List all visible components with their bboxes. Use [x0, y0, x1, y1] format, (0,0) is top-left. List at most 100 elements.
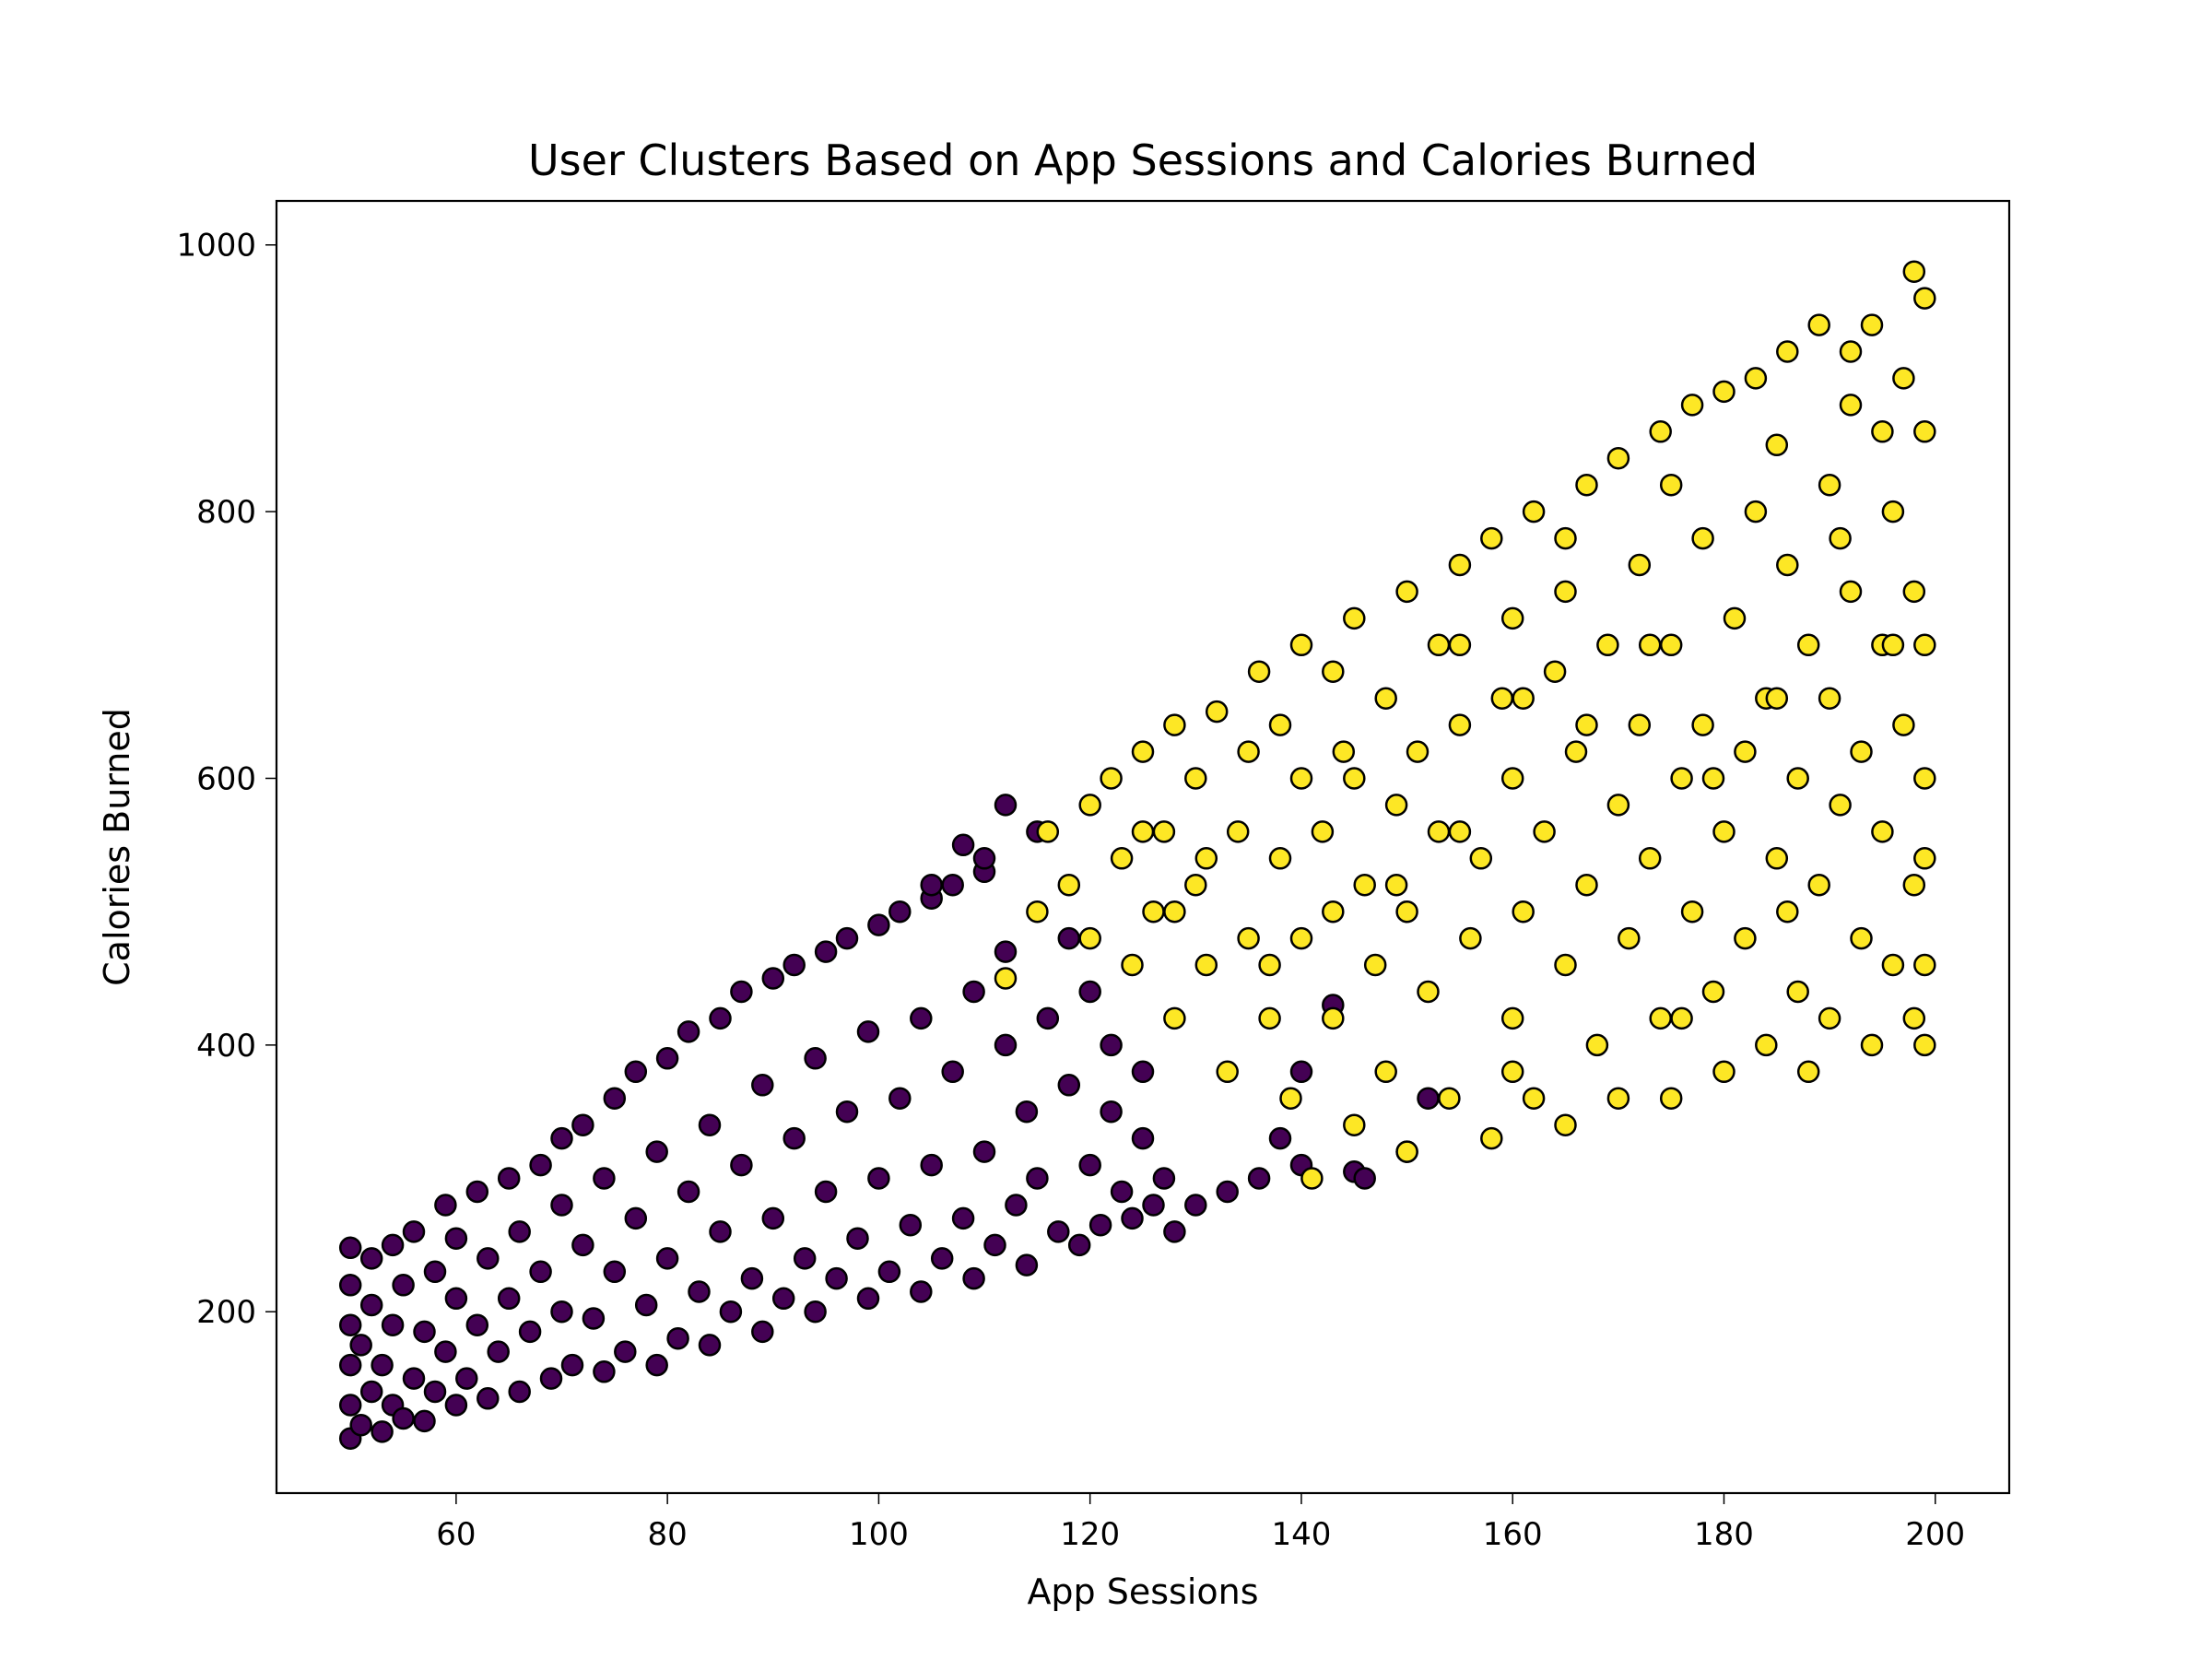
- data-point: [1258, 1006, 1281, 1030]
- data-point: [1332, 740, 1356, 763]
- data-point: [688, 1280, 711, 1303]
- data-point: [899, 1213, 923, 1237]
- data-point: [1522, 500, 1546, 524]
- data-point: [603, 1087, 627, 1110]
- data-point: [1216, 1180, 1239, 1204]
- data-point: [1892, 713, 1915, 736]
- data-point: [941, 1060, 964, 1084]
- data-point: [1057, 1074, 1081, 1097]
- data-point: [1618, 926, 1641, 950]
- data-point: [1322, 660, 1345, 683]
- data-point: [1564, 740, 1588, 763]
- y-tick-label: 200: [196, 1294, 256, 1331]
- data-point: [1829, 794, 1852, 817]
- data-point: [1131, 1126, 1155, 1150]
- data-point: [1628, 713, 1652, 736]
- data-point: [1913, 420, 1936, 443]
- data-point: [920, 1153, 943, 1177]
- data-point: [1902, 260, 1926, 283]
- data-point: [645, 1353, 668, 1377]
- data-point: [338, 1274, 362, 1297]
- data-point: [910, 1280, 933, 1303]
- data-point: [603, 1260, 627, 1284]
- data-point: [1913, 767, 1936, 790]
- data-point: [1237, 926, 1260, 950]
- data-point: [740, 1266, 764, 1290]
- data-point: [1734, 740, 1757, 763]
- data-point: [698, 1113, 722, 1136]
- data-point: [910, 1006, 933, 1030]
- data-point: [1300, 1167, 1324, 1190]
- data-point: [1490, 687, 1514, 710]
- data-point: [1500, 1006, 1524, 1030]
- data-point: [1047, 1220, 1070, 1243]
- data-point: [593, 1360, 616, 1383]
- data-point: [1606, 794, 1630, 817]
- data-point: [349, 1334, 372, 1357]
- data-point: [624, 1206, 648, 1230]
- data-point: [1384, 873, 1408, 897]
- data-point: [1533, 820, 1556, 843]
- data-point: [709, 1006, 732, 1030]
- data-point: [1289, 1060, 1313, 1084]
- data-point: [1902, 580, 1926, 604]
- data-point: [1902, 873, 1926, 897]
- data-point: [539, 1367, 563, 1390]
- data-point: [666, 1326, 689, 1350]
- data-point: [941, 873, 964, 897]
- data-point: [1268, 847, 1292, 870]
- data-point: [782, 953, 806, 977]
- data-point: [846, 1227, 869, 1250]
- data-point: [1776, 900, 1799, 924]
- data-point: [1152, 820, 1176, 843]
- data-point: [1871, 820, 1894, 843]
- data-point: [1480, 526, 1503, 550]
- data-point: [634, 1293, 658, 1317]
- x-tick-label: 120: [1060, 1516, 1120, 1553]
- data-point: [856, 1287, 880, 1311]
- data-point: [1829, 526, 1852, 550]
- data-point: [1322, 900, 1345, 924]
- data-point: [1131, 1060, 1155, 1084]
- data-point: [1839, 580, 1863, 604]
- data-point: [338, 1236, 362, 1260]
- data-point: [1448, 553, 1472, 577]
- data-point: [1163, 713, 1186, 736]
- data-point: [1691, 526, 1714, 550]
- data-point: [1459, 926, 1482, 950]
- data-point: [1194, 953, 1218, 977]
- data-point: [1448, 820, 1472, 843]
- data-point: [338, 1353, 362, 1377]
- data-point: [1723, 606, 1747, 630]
- data-point: [1247, 1167, 1271, 1190]
- data-point: [1100, 1033, 1123, 1057]
- data-point: [1343, 767, 1366, 790]
- data-point: [465, 1313, 489, 1336]
- data-point: [477, 1387, 500, 1410]
- data-point: [497, 1287, 521, 1311]
- data-point: [1786, 767, 1809, 790]
- data-point: [1712, 1060, 1735, 1084]
- data-point: [730, 1153, 753, 1177]
- data-point: [888, 900, 912, 924]
- data-point: [1649, 1006, 1672, 1030]
- data-point: [1374, 1060, 1397, 1084]
- data-point: [1543, 660, 1567, 683]
- data-point: [1417, 980, 1440, 1004]
- data-point: [518, 1320, 542, 1344]
- data-point: [1680, 394, 1704, 417]
- data-point: [1776, 553, 1799, 577]
- data-point: [1500, 606, 1524, 630]
- data-point: [1575, 873, 1598, 897]
- x-tick-label: 60: [436, 1516, 476, 1553]
- data-point: [1807, 313, 1830, 336]
- data-point: [1701, 767, 1725, 790]
- data-point: [508, 1220, 531, 1243]
- data-point: [804, 1047, 827, 1070]
- data-point: [593, 1167, 616, 1190]
- data-point: [1131, 820, 1155, 843]
- data-point: [1659, 1087, 1683, 1110]
- data-point: [1638, 847, 1662, 870]
- data-point: [1015, 1100, 1039, 1124]
